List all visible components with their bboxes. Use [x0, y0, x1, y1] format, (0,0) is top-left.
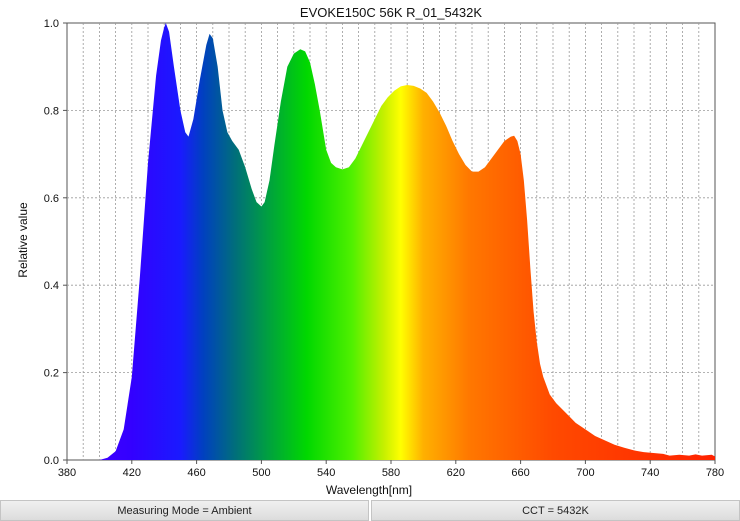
x-tick-label: 460	[187, 467, 205, 479]
x-tick-label: 780	[706, 467, 724, 479]
y-tick-label: 0.0	[44, 455, 59, 467]
y-tick-labels: 0.0 0.2 0.4 0.6 0.8 1.0	[44, 18, 67, 467]
spectrum-area	[67, 23, 715, 460]
cct-status: CCT = 5432K	[371, 500, 740, 521]
x-tick-label: 420	[123, 467, 141, 479]
x-tick-labels: 380 420 460 500 540 580 620 660 700 740 780	[58, 460, 724, 479]
x-tick-label: 540	[317, 467, 335, 479]
measuring-mode-status: Measuring Mode = Ambient	[0, 500, 369, 521]
spectrum-chart: 380 420 460 500 540 580 620 660 700 740 780 0.0 0.2…	[16, 5, 724, 497]
x-axis-label: Wavelength[nm]	[326, 483, 412, 497]
y-axis-label: Relative value	[16, 202, 30, 278]
y-tick-label: 0.6	[44, 193, 59, 205]
x-tick-label: 700	[576, 467, 594, 479]
y-tick-label: 0.2	[44, 368, 59, 380]
x-tick-label: 380	[58, 467, 76, 479]
x-tick-label: 740	[641, 467, 659, 479]
chart-title: EVOKE150C 56K R_01_5432K	[300, 5, 482, 20]
x-tick-label: 580	[382, 467, 400, 479]
y-tick-label: 0.4	[44, 280, 59, 292]
y-tick-label: 0.8	[44, 105, 59, 117]
y-tick-label: 1.0	[44, 18, 59, 30]
x-tick-label: 660	[511, 467, 529, 479]
status-footer: Measuring Mode = Ambient CCT = 5432K	[0, 500, 740, 521]
x-tick-label: 620	[447, 467, 465, 479]
x-tick-label: 500	[252, 467, 270, 479]
